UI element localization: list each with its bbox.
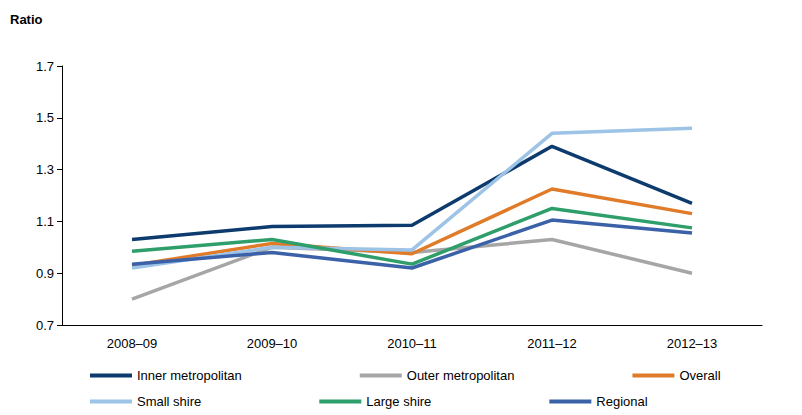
- svg-text:1.7: 1.7: [36, 59, 54, 74]
- svg-text:0.7: 0.7: [36, 318, 54, 333]
- svg-text:Outer metropolitan: Outer metropolitan: [407, 368, 515, 383]
- svg-text:2012–13: 2012–13: [667, 336, 718, 351]
- svg-text:Inner metropolitan: Inner metropolitan: [137, 368, 242, 383]
- svg-text:Overall: Overall: [679, 368, 720, 383]
- svg-text:2009–10: 2009–10: [247, 336, 298, 351]
- svg-text:Large shire: Large shire: [366, 394, 431, 409]
- svg-text:2011–12: 2011–12: [527, 336, 577, 351]
- svg-text:Regional: Regional: [596, 394, 647, 409]
- svg-text:Ratio: Ratio: [10, 12, 43, 27]
- svg-text:1.1: 1.1: [36, 214, 54, 229]
- svg-text:2010–11: 2010–11: [387, 336, 437, 351]
- svg-text:1.3: 1.3: [36, 162, 54, 177]
- svg-text:2008–09: 2008–09: [107, 336, 158, 351]
- svg-text:1.5: 1.5: [36, 110, 54, 125]
- svg-text:Small shire: Small shire: [137, 394, 201, 409]
- svg-text:0.9: 0.9: [36, 266, 54, 281]
